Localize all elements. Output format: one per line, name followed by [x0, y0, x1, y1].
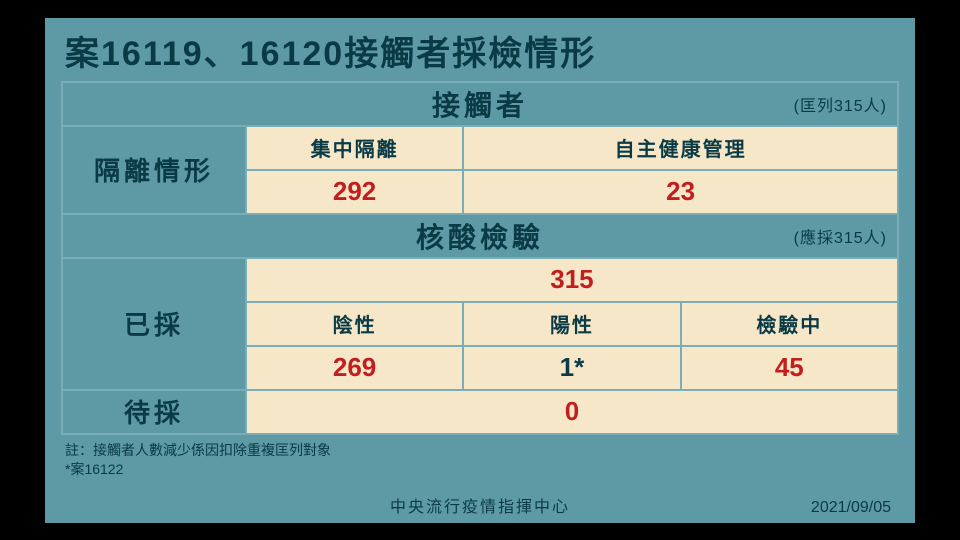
col-header: 陰性: [246, 302, 463, 346]
contacts-header: 接觸者: [432, 90, 528, 121]
slide: 案16119、16120接觸者採檢情形 接觸者 (匡列315人) 隔離情形 集中…: [45, 18, 915, 523]
footnote-line: *案16122: [65, 460, 899, 480]
negative-value: 269: [246, 346, 463, 390]
table-row: 接觸者 (匡列315人): [62, 82, 898, 126]
pcr-note: (應採315人): [794, 224, 887, 248]
col-header: 陽性: [463, 302, 680, 346]
isolation-self-value: 23: [463, 170, 898, 214]
table-row: 已採 315: [62, 258, 898, 302]
table-row: 待採 0: [62, 390, 898, 434]
col-header: 集中隔離: [246, 126, 463, 170]
pending-label: 待採: [62, 390, 246, 434]
inprogress-value: 45: [681, 346, 898, 390]
footnotes: 註：接觸者人數減少係因扣除重複匡列對象 *案16122: [61, 441, 899, 480]
page-title: 案16119、16120接觸者採檢情形: [61, 26, 899, 75]
footer-center: 中央流行疫情指揮中心: [390, 493, 570, 517]
footnote-line: 註：接觸者人數減少係因扣除重複匡列對象: [65, 441, 899, 461]
contacts-note: (匡列315人): [794, 92, 887, 116]
table-row: 隔離情形 集中隔離 自主健康管理: [62, 126, 898, 170]
pending-value: 0: [246, 390, 898, 434]
pcr-header: 核酸檢驗: [416, 222, 544, 253]
col-header: 自主健康管理: [463, 126, 898, 170]
table-row: 核酸檢驗 (應採315人): [62, 214, 898, 258]
col-header: 檢驗中: [681, 302, 898, 346]
isolation-centralized-value: 292: [246, 170, 463, 214]
contacts-header-cell: 接觸者 (匡列315人): [62, 82, 898, 126]
positive-value: 1*: [463, 346, 680, 390]
isolation-label: 隔離情形: [62, 126, 246, 214]
footer-date: 2021/09/05: [811, 499, 891, 517]
data-table: 接觸者 (匡列315人) 隔離情形 集中隔離 自主健康管理 292 23 核酸檢…: [61, 81, 899, 435]
tested-total: 315: [246, 258, 898, 302]
tested-label: 已採: [62, 258, 246, 390]
pcr-header-cell: 核酸檢驗 (應採315人): [62, 214, 898, 258]
